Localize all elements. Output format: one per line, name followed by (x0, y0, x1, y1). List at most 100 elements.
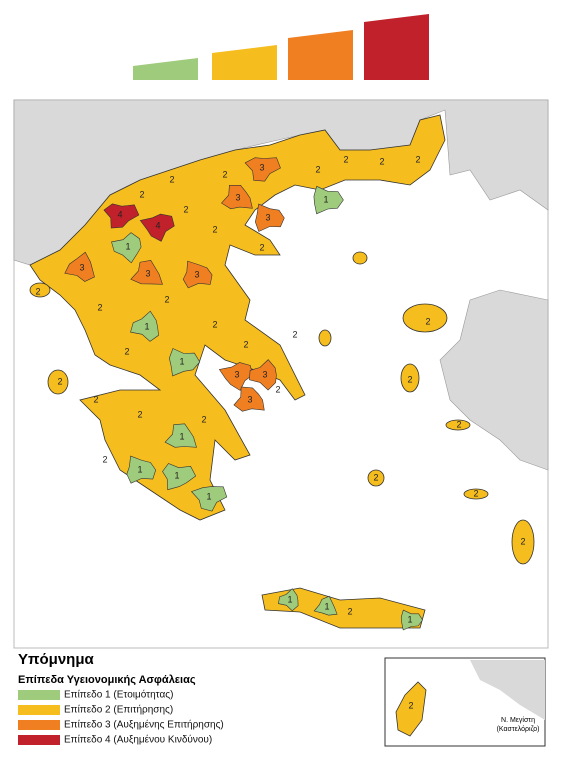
region-level: 4 (117, 209, 122, 219)
region-level: 3 (234, 369, 239, 379)
region-level: 2 (35, 286, 40, 296)
region-level: 3 (262, 369, 267, 379)
legend-label: Επίπεδο 3 (Αυξημένης Επιτήρησης) (64, 719, 224, 731)
level-bar (133, 58, 198, 80)
region-level: 2 (407, 374, 412, 384)
legend-title: Υπόμνημα (18, 651, 95, 668)
region (233, 386, 265, 412)
region-level: 1 (323, 194, 328, 204)
region (218, 362, 253, 391)
region-level: 2 (373, 472, 378, 482)
turkey-coast (439, 289, 549, 471)
region-level: 2 (347, 606, 352, 616)
region-level: 2 (408, 700, 413, 710)
region-level: 2 (93, 394, 98, 404)
island (445, 419, 471, 431)
region (130, 310, 159, 342)
region (313, 185, 344, 215)
region (221, 185, 253, 210)
island (352, 251, 368, 265)
island (367, 469, 385, 487)
region-level: 2 (102, 454, 107, 464)
region-level: 3 (235, 192, 240, 202)
region-level: 2 (57, 376, 62, 386)
region-level: 2 (456, 419, 461, 429)
region-level: 4 (155, 220, 160, 230)
region (130, 259, 163, 285)
region (168, 348, 201, 377)
region (400, 609, 423, 631)
region-level: 2 (259, 242, 264, 252)
island (29, 282, 51, 298)
region-level: 2 (169, 174, 174, 184)
inset-coast (470, 660, 545, 720)
legend-label: Επίπεδο 2 (Επιτήρησης) (64, 704, 173, 716)
legend-label: Επίπεδο 1 (Ετοιμότητας) (64, 689, 173, 701)
region-level: 1 (144, 321, 149, 331)
region-level: 2 (222, 169, 227, 179)
region-level: 2 (243, 339, 248, 349)
region-level: 3 (145, 268, 150, 278)
region-level: 2 (124, 346, 129, 356)
region (249, 359, 277, 391)
region-level: 2 (473, 488, 478, 498)
region (313, 595, 338, 616)
inset-caption: Ν. Μεγίστη (501, 716, 535, 724)
region (64, 251, 95, 282)
region (139, 213, 175, 242)
region-level: 1 (179, 431, 184, 441)
region-level: 1 (179, 356, 184, 366)
region (182, 260, 213, 289)
legend: Επίπεδο 1 (Ετοιμότητας) Επίπεδο 2 (Επιτήρ… (18, 689, 224, 746)
region-level: 1 (407, 614, 412, 624)
region (111, 232, 142, 264)
region (278, 588, 299, 612)
region-level: 1 (324, 601, 329, 611)
inset-caption: (Καστελόριζο) (497, 725, 540, 733)
region (190, 486, 228, 512)
region (103, 203, 140, 229)
legend-swatch (18, 720, 60, 730)
region-level: 2 (137, 409, 142, 419)
legend-subtitle: Επίπεδα Υγειονομικής Ασφάλειας (18, 674, 196, 686)
region-level: 2 (212, 319, 217, 329)
region-level: 3 (259, 162, 264, 172)
region-level: 2 (343, 154, 348, 164)
island (463, 488, 489, 500)
island (47, 369, 69, 395)
region (162, 463, 197, 491)
region-level: 1 (206, 491, 211, 501)
region-level: 2 (520, 536, 525, 546)
crete (261, 587, 426, 629)
island (318, 329, 332, 347)
region-level: 2 (415, 154, 420, 164)
legend-swatch (18, 705, 60, 715)
region (164, 423, 197, 448)
region-level: 2 (292, 329, 297, 339)
region-level: 2 (275, 384, 280, 394)
islands (29, 251, 535, 629)
region-level: 1 (137, 464, 142, 474)
region-level: 2 (183, 204, 188, 214)
rhodes (395, 681, 427, 737)
region-level: 2 (201, 414, 206, 424)
region-level: 2 (139, 189, 144, 199)
region-level: 2 (212, 224, 217, 234)
island (400, 363, 420, 393)
level-bar (364, 14, 429, 80)
legend-swatch (18, 690, 60, 700)
region-level: 1 (287, 594, 292, 604)
region-level: 2 (425, 316, 430, 326)
level-bar (212, 45, 277, 80)
region (254, 203, 285, 232)
region-level: 3 (79, 262, 84, 272)
region-level: 3 (194, 269, 199, 279)
region-level: 3 (247, 394, 252, 404)
island (511, 519, 535, 565)
region (244, 157, 281, 182)
region-level: 2 (379, 156, 384, 166)
region-level: 2 (164, 294, 169, 304)
legend-swatch (18, 735, 60, 745)
